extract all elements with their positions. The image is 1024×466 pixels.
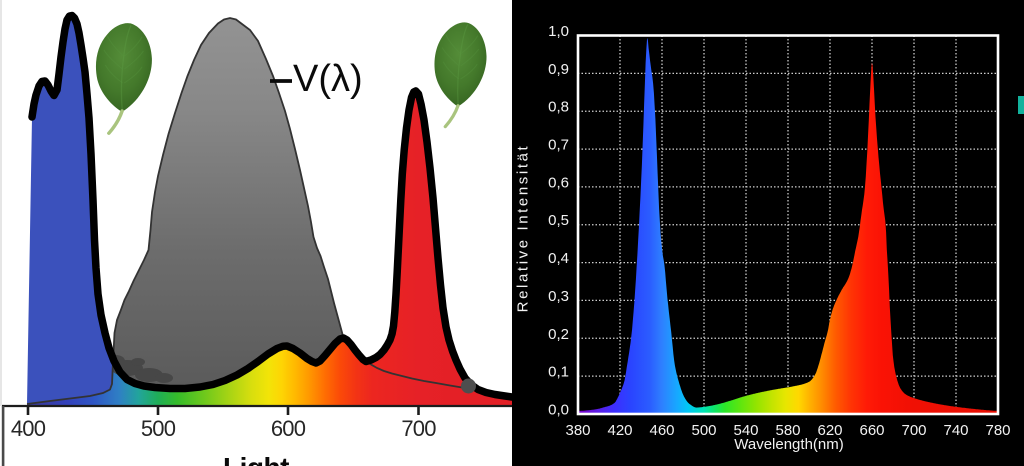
svg-text:0,8: 0,8 bbox=[548, 99, 569, 116]
svg-text:500: 500 bbox=[691, 422, 716, 439]
svg-text:700: 700 bbox=[901, 422, 926, 439]
svg-text:V(λ): V(λ) bbox=[293, 58, 363, 100]
svg-text:580: 580 bbox=[775, 422, 800, 439]
svg-text:420: 420 bbox=[607, 422, 632, 439]
svg-text:460: 460 bbox=[649, 422, 674, 439]
svg-text:0,0: 0,0 bbox=[548, 402, 569, 419]
svg-text:400: 400 bbox=[11, 416, 46, 441]
svg-text:0,3: 0,3 bbox=[548, 288, 569, 305]
svg-text:Light: Light bbox=[223, 452, 289, 466]
svg-text:Wavelength(nm): Wavelength(nm) bbox=[734, 436, 843, 453]
svg-text:740: 740 bbox=[943, 422, 968, 439]
svg-text:0,1: 0,1 bbox=[548, 364, 569, 381]
svg-text:780: 780 bbox=[985, 422, 1010, 439]
svg-text:0,6: 0,6 bbox=[548, 174, 569, 191]
svg-text:660: 660 bbox=[859, 422, 884, 439]
svg-text:500: 500 bbox=[141, 416, 176, 441]
svg-text:0,5: 0,5 bbox=[548, 212, 569, 229]
svg-text:1,0: 1,0 bbox=[548, 23, 569, 40]
svg-text:Relative Intensität: Relative Intensität bbox=[515, 144, 532, 313]
svg-text:600: 600 bbox=[271, 416, 306, 441]
svg-text:0,9: 0,9 bbox=[548, 61, 569, 78]
svg-text:0,2: 0,2 bbox=[548, 326, 569, 343]
svg-text:0,4: 0,4 bbox=[548, 250, 569, 267]
svg-text:540: 540 bbox=[733, 422, 758, 439]
svg-text:700: 700 bbox=[401, 416, 436, 441]
svg-text:0,7: 0,7 bbox=[548, 137, 569, 154]
svg-text:620: 620 bbox=[817, 422, 842, 439]
svg-text:380: 380 bbox=[565, 422, 590, 439]
